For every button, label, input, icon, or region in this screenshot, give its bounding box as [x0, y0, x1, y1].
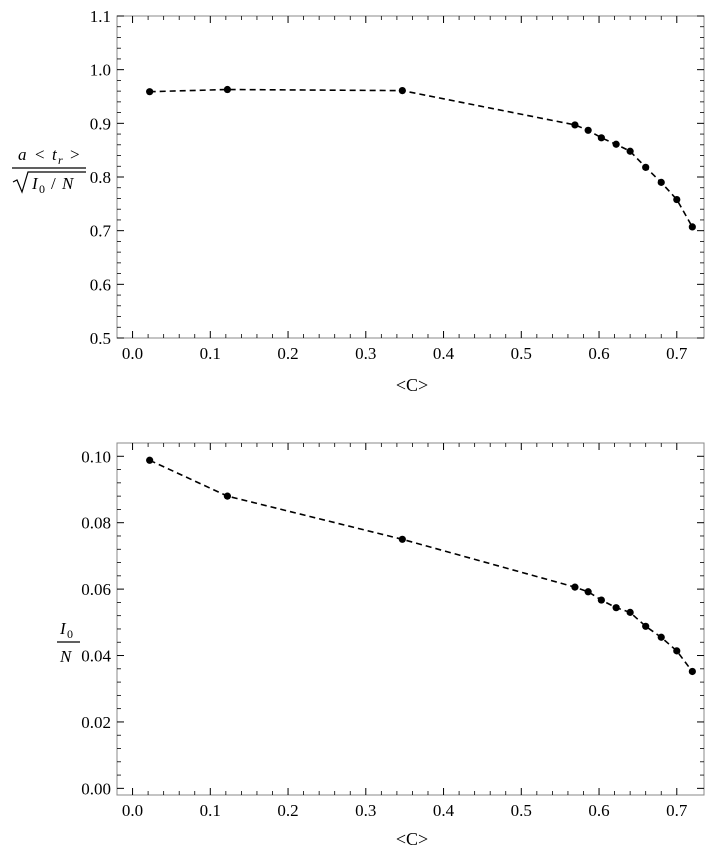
y-ticks-2: 0.00 0.02 0.04 0.06 0.08 0.10 [81, 447, 704, 798]
data-point-2-9 [657, 633, 665, 641]
data-point-1-0 [146, 88, 154, 96]
x-tick-label-1-7: 0.7 [666, 344, 688, 363]
x-tick-label-2-1: 0.1 [200, 801, 221, 820]
x-axis-title-1: <C> [396, 375, 428, 395]
data-point-1-4 [584, 126, 592, 134]
data-point-1-5 [597, 134, 605, 142]
y-tick-label-2-0: 0.00 [81, 779, 111, 798]
data-point-1-1 [223, 85, 232, 94]
y-title-1-lt: < [35, 145, 45, 164]
y-title-1-sqrt-sign [12, 171, 86, 194]
data-point-2-3 [571, 583, 579, 591]
plot-frame-1 [116, 15, 705, 339]
y-tick-label-2-1: 0.02 [81, 713, 111, 732]
y-tick-label-1-0: 0.5 [90, 329, 111, 348]
data-point-2-1 [223, 492, 232, 500]
y-title-1-t: t [52, 145, 58, 164]
data-point-1-2 [398, 86, 406, 95]
y-tick-label-1-4: 0.9 [90, 114, 111, 133]
y-title-1-slash: / [51, 174, 56, 193]
x-tick-label-2-7: 0.7 [666, 801, 688, 820]
y-axis-title-1: a < t r > I 0 / N [12, 145, 86, 196]
y-axis-title-2: I 0 N [57, 619, 80, 666]
y-tick-label-2-4: 0.08 [81, 514, 111, 533]
y-tick-label-1-5: 1.0 [90, 61, 111, 80]
y-title-1-a: a [18, 145, 27, 164]
x-tick-label-2-0: 0.0 [122, 801, 143, 820]
data-point-2-11 [688, 667, 696, 676]
chart-2: 0.0 0.1 0.2 0.3 0.4 0.5 0.6 0.7 0.000.020.040.0… [57, 442, 705, 849]
data-point-2-4 [584, 588, 592, 596]
x-tick-label-1-3: 0.3 [355, 344, 376, 363]
x-tick-label-1-5: 0.5 [511, 344, 532, 363]
x-tick-label-1-6: 0.6 [588, 344, 609, 363]
data-point-1-8 [642, 163, 650, 171]
data-point-2-5 [597, 596, 605, 604]
chart-1: 0.0 0.1 0.2 0.3 0.4 0.5 0.6 0.7 0.5 0.6 0.7 0.8 0.9… [12, 7, 705, 395]
data-point-2-10 [673, 647, 681, 655]
y-tick-label-2-5: 0.10 [81, 447, 111, 466]
x-tick-label-2-2: 0.2 [277, 801, 298, 820]
data-point-1-7 [626, 147, 634, 155]
y-ticks-1: 0.5 0.6 0.7 0.8 0.9 1.0 1.1 [90, 7, 704, 348]
data-point-1-6 [612, 140, 620, 148]
x-ticks-1: 0.0 0.1 0.2 0.3 0.4 0.5 0.6 0.7 [122, 16, 688, 363]
data-point-1-9 [657, 178, 665, 186]
y-title-1-gt: > [70, 145, 80, 164]
y-title-2-N: N [59, 647, 73, 666]
data-point-2-0 [146, 456, 154, 464]
series-2 [146, 456, 696, 676]
x-tick-label-2-6: 0.6 [588, 801, 609, 820]
plot-frame-2 [116, 442, 705, 796]
series-1 [146, 85, 696, 231]
data-point-2-2 [398, 535, 406, 543]
y-tick-label-1-3: 0.8 [90, 168, 111, 187]
y-tick-label-1-6: 1.1 [90, 7, 111, 26]
data-point-2-7 [626, 608, 634, 616]
x-tick-label-1-1: 0.1 [200, 344, 221, 363]
x-tick-label-2-3: 0.3 [355, 801, 376, 820]
y-title-1-sub-0: 0 [39, 182, 45, 196]
x-tick-label-1-0: 0.0 [122, 344, 143, 363]
x-tick-label-1-2: 0.2 [277, 344, 298, 363]
y-tick-label-2-3: 0.06 [81, 580, 111, 599]
y-title-1-I: I [31, 174, 39, 193]
data-point-2-6 [612, 604, 620, 612]
y-title-2-I: I [59, 619, 67, 638]
x-tick-label-2-4: 0.4 [433, 801, 455, 820]
data-point-1-10 [673, 195, 681, 204]
data-point-1-3 [571, 121, 579, 129]
y-title-2-sub-0: 0 [67, 627, 73, 641]
x-tick-label-2-5: 0.5 [511, 801, 532, 820]
series-line-1 [149, 88, 693, 228]
y-title-1-N: N [61, 174, 75, 193]
y-tick-label-1-1: 0.6 [90, 275, 111, 294]
x-ticks-2: 0.0 0.1 0.2 0.3 0.4 0.5 0.6 0.7 [122, 443, 688, 820]
y-tick-label-1-2: 0.7 [90, 222, 112, 241]
y-tick-label-2-2: 0.04 [81, 647, 111, 666]
data-point-2-8 [642, 622, 650, 630]
x-axis-title-2: <C> [396, 829, 428, 849]
data-point-1-11 [688, 223, 696, 231]
y-title-1-sub-r: r [58, 153, 63, 167]
series-line-2 [149, 459, 693, 672]
x-tick-label-1-4: 0.4 [433, 344, 455, 363]
